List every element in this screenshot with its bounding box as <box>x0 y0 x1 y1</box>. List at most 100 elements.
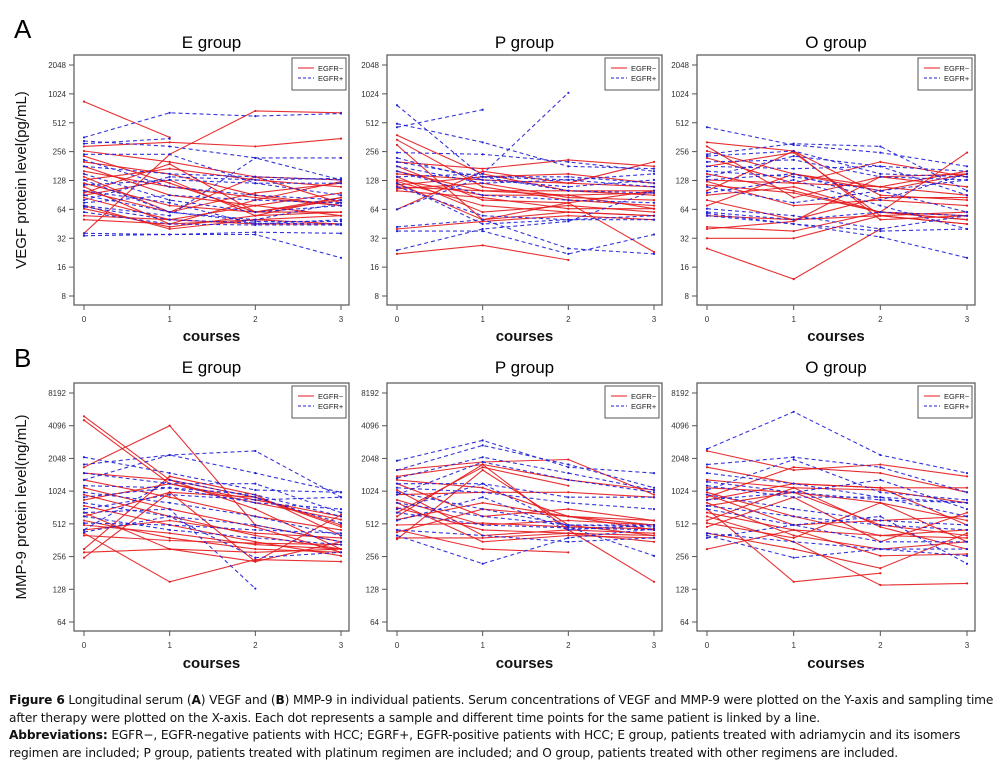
y-tick-label: 1024 <box>48 90 66 99</box>
data-point <box>705 511 709 514</box>
data-point <box>879 567 882 570</box>
x-axis-label: courses <box>807 655 865 672</box>
data-point <box>792 185 795 188</box>
data-point <box>792 204 795 207</box>
patient-line <box>396 134 655 196</box>
patient-line <box>706 479 968 504</box>
data-point <box>652 486 656 489</box>
patient-line <box>396 502 655 531</box>
data-point <box>168 141 171 144</box>
data-point <box>481 153 484 156</box>
patient-line <box>396 502 655 528</box>
data-point <box>879 472 882 475</box>
data-point <box>481 141 484 144</box>
data-point <box>965 554 969 557</box>
data-point <box>339 496 343 499</box>
patient-line <box>396 487 655 510</box>
patient-line <box>706 532 968 569</box>
patient-line <box>706 487 968 550</box>
patient-line <box>706 512 968 539</box>
data-point <box>254 560 257 563</box>
data-point <box>82 158 86 161</box>
data-point <box>339 547 343 551</box>
data-point <box>395 178 399 181</box>
patient-line <box>83 168 342 188</box>
data-point <box>792 182 795 185</box>
data-point <box>792 167 795 170</box>
caption-ref-a: A <box>191 693 201 707</box>
patient-line <box>706 126 968 167</box>
patient-line <box>83 112 342 138</box>
data-point <box>705 126 709 129</box>
patient-line <box>83 173 342 213</box>
data-point <box>254 501 257 504</box>
plot-frame <box>73 54 350 306</box>
data-point <box>82 214 86 217</box>
caption-text: ) MMP-9 in individual patients. Serum co… <box>9 693 994 725</box>
data-point <box>652 525 656 529</box>
y-tick-label: 128 <box>676 585 690 594</box>
data-point <box>339 511 343 514</box>
data-point <box>395 249 399 252</box>
data-point <box>792 158 795 161</box>
data-point <box>879 194 882 197</box>
chart-title: P group <box>495 358 554 377</box>
data-point <box>879 214 882 217</box>
data-point <box>339 178 343 181</box>
data-point <box>168 472 171 475</box>
data-point <box>168 536 171 540</box>
patient-line <box>83 487 342 510</box>
data-point <box>339 543 343 546</box>
chart-title: O group <box>805 33 866 52</box>
patient-line <box>706 212 968 232</box>
data-point <box>168 218 171 221</box>
patient-line <box>396 508 655 533</box>
data-point <box>965 501 969 504</box>
data-point <box>567 528 570 532</box>
y-tick-label: 512 <box>366 119 380 128</box>
data-point <box>254 496 257 499</box>
data-point <box>567 158 570 161</box>
data-point <box>879 534 882 537</box>
data-point <box>395 478 399 481</box>
patient-line <box>396 182 655 201</box>
legend: EGFR−EGFR+ <box>917 385 973 419</box>
data-point <box>395 515 399 518</box>
data-point <box>652 182 656 185</box>
data-point <box>879 198 882 202</box>
patient-line <box>83 110 342 234</box>
data-point <box>652 204 656 207</box>
patient-line <box>83 176 342 213</box>
data-point <box>705 534 709 537</box>
data-point <box>879 547 882 551</box>
y-tick-label: 64 <box>57 618 66 627</box>
data-point <box>339 198 343 202</box>
x-axis-label: courses <box>183 328 241 345</box>
data-point <box>481 482 484 485</box>
data-point <box>792 486 795 489</box>
data-point <box>705 496 709 499</box>
data-point <box>481 194 484 197</box>
data-point <box>254 194 257 197</box>
y-tick-label: 1024 <box>671 90 689 99</box>
data-point <box>705 515 709 518</box>
data-point <box>82 522 86 525</box>
data-point <box>567 258 570 262</box>
data-point <box>652 218 656 221</box>
figure-6: E group courses VEGF protein level(pg/mL) 8… <box>13 33 976 672</box>
y-tick-label: 256 <box>676 553 690 562</box>
data-point <box>652 580 656 583</box>
data-point <box>792 466 795 469</box>
x-tick-label: 3 <box>652 641 657 650</box>
data-point <box>168 475 171 478</box>
data-point <box>481 214 484 217</box>
data-point <box>82 160 86 164</box>
data-point <box>82 185 86 188</box>
caption-description: Figure 6 Longitudinal serum (A) VEGF and… <box>9 692 999 727</box>
data-point <box>792 154 795 158</box>
y-tick-label: 128 <box>53 585 67 594</box>
data-point <box>567 218 570 221</box>
data-point <box>82 528 86 532</box>
data-point <box>168 153 171 156</box>
patient-line <box>706 534 968 559</box>
